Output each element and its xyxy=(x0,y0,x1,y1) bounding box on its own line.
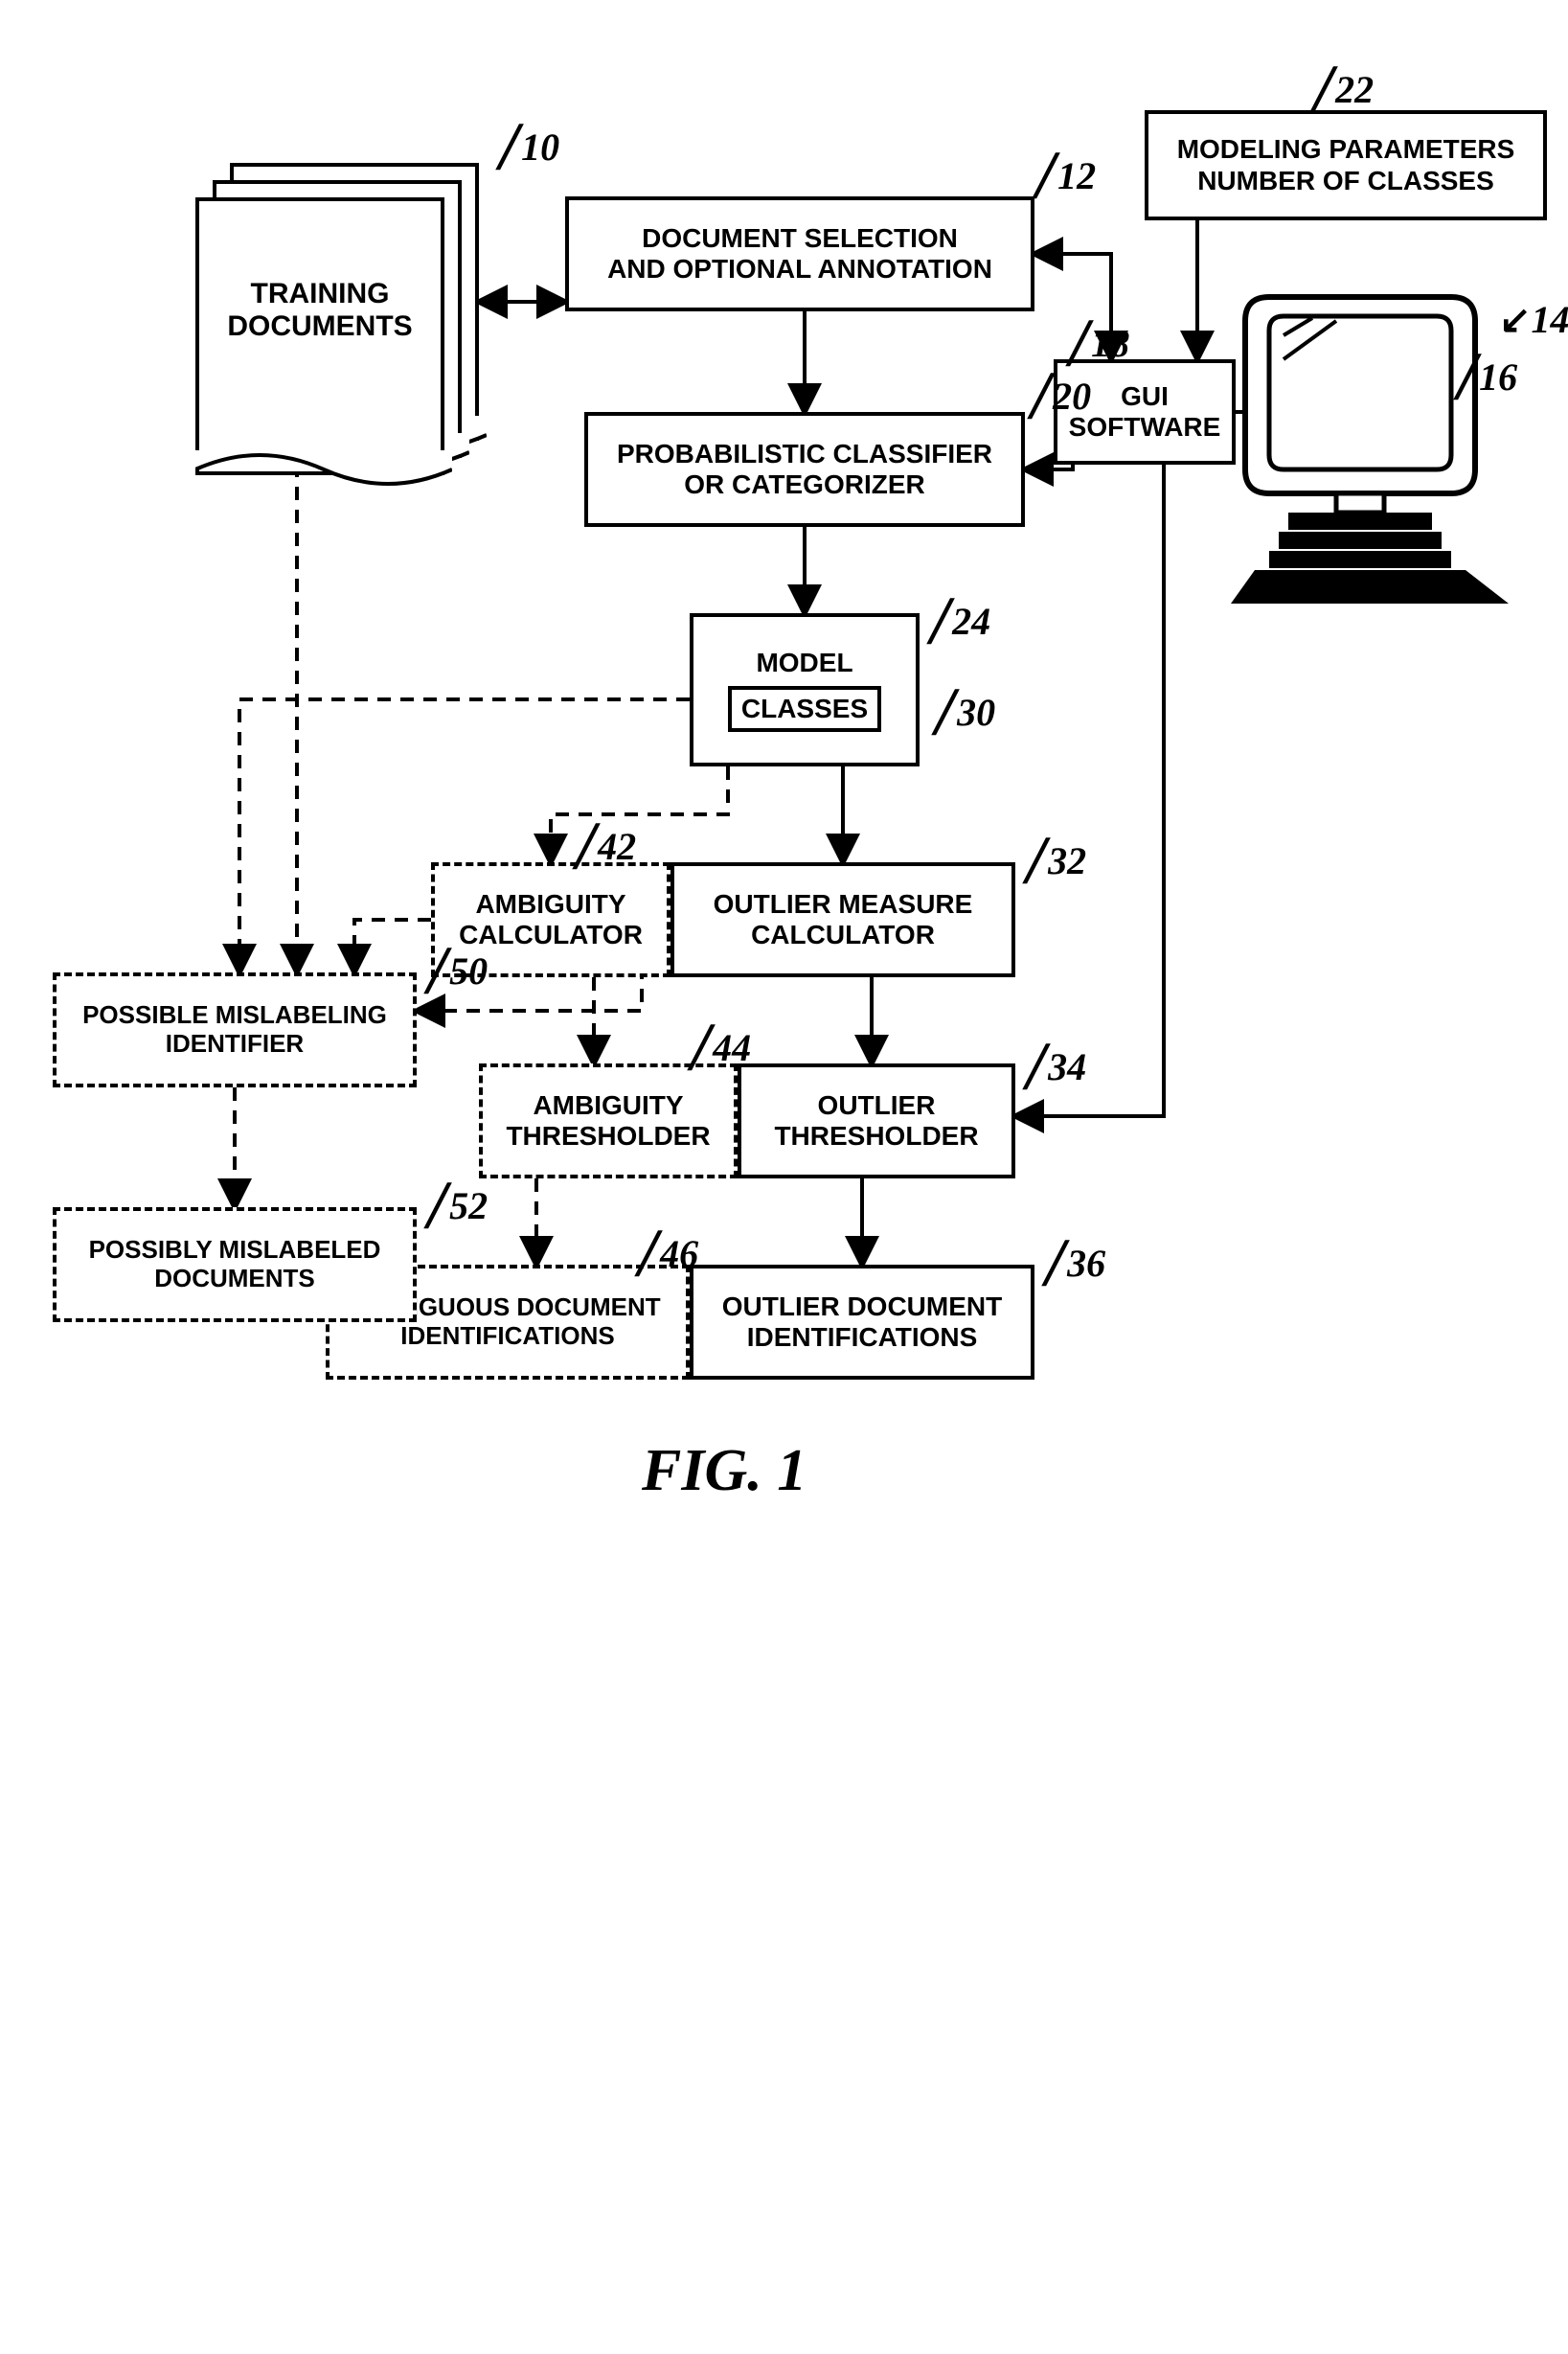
ref-number-46: ╱46 xyxy=(637,1231,698,1276)
ref-number-22: ╱22 xyxy=(1312,67,1374,112)
ambiguity-thresholder-label: AMBIGUITYTHRESHOLDER xyxy=(506,1090,710,1152)
mislabeled-documents-label: POSSIBLY MISLABELEDDOCUMENTS xyxy=(89,1236,381,1293)
document-selection-label: DOCUMENT SELECTIONAND OPTIONAL ANNOTATIO… xyxy=(607,223,992,285)
ambiguity-calculator-label: AMBIGUITYCALCULATOR xyxy=(459,889,643,950)
training-documents-label: TRAININGDOCUMENTS xyxy=(199,278,441,343)
edge-gui_software-to-outlier_thresh xyxy=(1015,465,1164,1116)
outlier-calculator-box: OUTLIER MEASURECALCULATOR xyxy=(670,862,1015,977)
modeling-parameters-box: MODELING PARAMETERSNUMBER OF CLASSES xyxy=(1145,110,1547,220)
gui-software-label: GUISOFTWARE xyxy=(1069,381,1221,443)
outlier-thresholder-label: OUTLIERTHRESHOLDER xyxy=(774,1090,978,1152)
ref-number-30: ╱30 xyxy=(934,690,995,735)
ref-number-10: ╱10 xyxy=(498,125,559,170)
ref-number-34: ╱34 xyxy=(1025,1044,1086,1089)
ref-number-16: ╱16 xyxy=(1456,354,1517,400)
outlier-ids-label: OUTLIER DOCUMENTIDENTIFICATIONS xyxy=(722,1291,1002,1353)
outlier-thresholder-box: OUTLIERTHRESHOLDER xyxy=(738,1063,1015,1178)
outlier-ids-box: OUTLIER DOCUMENTIDENTIFICATIONS xyxy=(690,1265,1034,1380)
ref-number-32: ╱32 xyxy=(1025,838,1086,883)
ref-number-44: ╱44 xyxy=(690,1025,751,1070)
ref-number-36: ╱36 xyxy=(1044,1241,1105,1286)
modeling-parameters-label: MODELING PARAMETERSNUMBER OF CLASSES xyxy=(1177,134,1515,195)
ref-number-52: ╱52 xyxy=(426,1183,488,1228)
figure-label: FIG. 1 xyxy=(642,1437,807,1505)
mislabeled-documents-box: POSSIBLY MISLABELEDDOCUMENTS xyxy=(53,1207,417,1322)
mislabeling-identifier-box: POSSIBLE MISLABELINGIDENTIFIER xyxy=(53,972,417,1087)
classes-inner-box: CLASSES xyxy=(728,686,881,732)
classifier-box: PROBABILISTIC CLASSIFIEROR CATEGORIZER xyxy=(584,412,1025,527)
ref-number-20: ╱20 xyxy=(1030,374,1091,419)
document-selection-box: DOCUMENT SELECTIONAND OPTIONAL ANNOTATIO… xyxy=(565,196,1034,311)
ambiguity-thresholder-box: AMBIGUITYTHRESHOLDER xyxy=(479,1063,738,1178)
classifier-label: PROBABILISTIC CLASSIFIEROR CATEGORIZER xyxy=(617,439,992,500)
ref-number-14: ↙14 xyxy=(1499,297,1568,342)
outlier-calculator-label: OUTLIER MEASURECALCULATOR xyxy=(714,889,973,950)
edge-ambig_calc-to-mislabel_id xyxy=(354,920,431,972)
model-label: MODEL xyxy=(756,648,852,678)
mislabeling-identifier-label: POSSIBLE MISLABELINGIDENTIFIER xyxy=(82,1001,387,1059)
model-box: MODEL CLASSES xyxy=(690,613,920,766)
ref-number-50: ╱50 xyxy=(426,948,488,994)
classes-label: CLASSES xyxy=(741,694,868,723)
ref-number-42: ╱42 xyxy=(575,824,636,869)
computer-monitor-icon xyxy=(1231,268,1528,628)
ref-number-18: ╱18 xyxy=(1068,321,1129,366)
ref-number-24: ╱24 xyxy=(929,599,990,644)
ref-number-12: ╱12 xyxy=(1034,153,1096,198)
